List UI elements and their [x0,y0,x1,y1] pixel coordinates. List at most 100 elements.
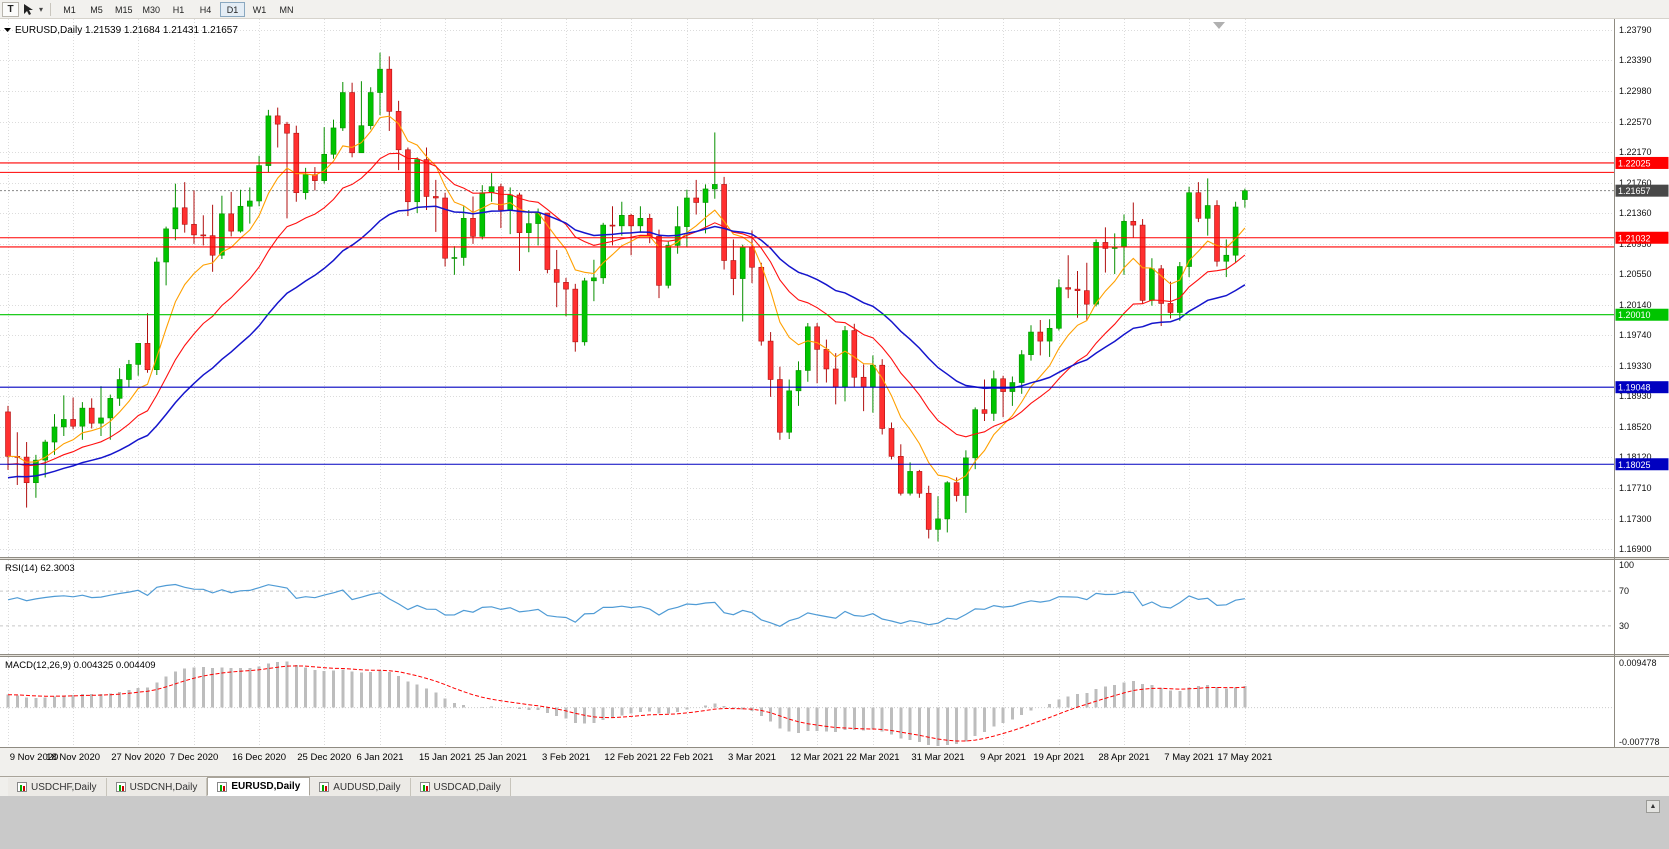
price-axis: 1.23790 1.23390 1.22980 1.22570 1.22170 1.217… [1619,25,1652,554]
x-axis-label: 7 May 2021 [1164,752,1214,763]
svg-text:1.20140: 1.20140 [1619,300,1652,310]
macd-label: MACD(12,26,9) 0.004325 0.004409 [5,660,156,671]
chart-icon [17,782,27,792]
svg-text:1.18120: 1.18120 [1619,452,1652,462]
tab-audusd[interactable]: AUDUSD,Daily [310,778,411,796]
tab-label: USDCAD,Daily [433,781,501,793]
price-label-1.20010[interactable]: 1.20010 [1615,308,1669,321]
chart-tab-bar: USDCHF,Daily USDCNH,Daily EURUSD,Daily AUDU… [0,776,1669,796]
bid-price-label[interactable]: 1.21657 [1615,184,1669,197]
x-axis-label: 3 Mar 2021 [728,752,776,763]
x-axis-label: 28 Apr 2021 [1098,752,1149,763]
svg-text:1.21657: 1.21657 [1618,186,1651,196]
chart-title: EURUSD,Daily 1.21539 1.21684 1.21431 1.2… [15,25,238,36]
ma-fast-line [7,115,1246,482]
x-axis-label: 18 Nov 2020 [46,752,100,763]
timeframe-button-h1[interactable]: H1 [172,4,185,15]
time-axis-strip [0,747,1669,776]
svg-text:1.20950: 1.20950 [1619,239,1652,249]
toolbar-t-label: T [7,3,14,15]
status-strip [0,796,1669,849]
timeframe-button-mn[interactable]: MN [279,4,294,15]
x-axis-label: 25 Jan 2021 [475,752,527,763]
timeframe-buttons: M1 M5 M15 M30 H1 H4 D1 W1 MN [56,1,300,17]
rsi-axis-70: 70 [1619,586,1629,596]
rsi-axis-100: 100 [1619,560,1634,570]
price-label-1.18025[interactable]: 1.18025 [1615,458,1669,471]
tab-usdcnh[interactable]: USDCNH,Daily [106,778,208,796]
svg-text:1.20550: 1.20550 [1619,269,1652,279]
tab-usdchf[interactable]: USDCHF,Daily [8,778,107,796]
x-axis-label: 19 Apr 2021 [1033,752,1084,763]
timeframe-button-m15[interactable]: M15 [115,4,133,15]
timeframe-button-d1[interactable]: D1 [220,1,246,17]
svg-text:1.22025: 1.22025 [1618,158,1651,168]
x-axis-label: 6 Jan 2021 [356,752,403,763]
timeframe-button-m1[interactable]: M1 [63,4,76,15]
chart-shift-marker[interactable] [1213,22,1225,29]
x-axis-label: 22 Feb 2021 [660,752,713,763]
rsi-label: RSI(14) 62.3003 [5,563,75,574]
panel-borders [0,19,1669,748]
x-axis-label: 7 Dec 2020 [170,752,219,763]
toolbar-t-button[interactable]: T [2,1,19,17]
price-label-1.22025[interactable]: 1.22025 [1615,156,1669,169]
chevron-down-icon[interactable]: ▾ [39,4,44,14]
svg-text:1.18520: 1.18520 [1619,422,1652,432]
x-axis-label: 15 Jan 2021 [419,752,471,763]
svg-text:1.22980: 1.22980 [1619,86,1652,96]
x-axis-label: 12 Mar 2021 [790,752,843,763]
timeframe-button-h4[interactable]: H4 [199,4,212,15]
svg-text:1.19330: 1.19330 [1619,361,1652,371]
svg-text:1.20010: 1.20010 [1618,310,1651,320]
tab-label: USDCNH,Daily [129,781,198,793]
x-axis-label: 16 Dec 2020 [232,752,286,763]
chart-icon [319,782,330,792]
tab-label: AUDUSD,Daily [333,781,401,793]
x-axis-label: 25 Dec 2020 [297,752,351,763]
x-axis-label: 3 Feb 2021 [542,752,590,763]
svg-text:1.19048: 1.19048 [1618,383,1651,393]
timeframe-button-w1[interactable]: W1 [252,4,267,15]
tab-usdcad[interactable]: USDCAD,Daily [410,778,511,796]
scrollbar-up-button[interactable]: ▲ [1646,800,1660,813]
price-chart[interactable]: 1.23790 1.23390 1.22980 1.22570 1.22170 1.217… [0,19,1669,776]
svg-text:1.21360: 1.21360 [1619,208,1652,218]
timeframe-button-m5[interactable]: M5 [90,4,103,15]
macd-signal-line [7,665,1245,742]
x-axis-label: 22 Mar 2021 [846,752,899,763]
chart-icon [217,781,228,792]
chart-icon [419,782,430,792]
macd-axis-min: -0.007778 [1619,737,1660,747]
chart-icon [115,782,126,792]
svg-text:1.18930: 1.18930 [1619,391,1652,401]
toolbar-separator [50,2,52,16]
symbol-dropdown-icon[interactable] [4,28,11,32]
pointer-icon [23,3,33,15]
chart-tabs: USDCHF,Daily USDCNH,Daily EURUSD,Daily AUDU… [8,777,511,796]
x-axis-label: 12 Feb 2021 [604,752,657,763]
ma-slow-line [7,205,1246,479]
rsi-axis-30: 30 [1619,621,1629,631]
svg-text:1.23790: 1.23790 [1619,25,1652,35]
x-axis-label: 17 May 2021 [1217,752,1272,763]
price-label-1.19048[interactable]: 1.19048 [1615,381,1669,394]
svg-text:1.22170: 1.22170 [1619,147,1652,157]
x-axis-label: 27 Nov 2020 [111,752,165,763]
price-label-1.21032[interactable]: 1.21032 [1615,231,1669,244]
svg-text:1.16900: 1.16900 [1619,544,1652,554]
macd-axis-max: 0.009478 [1619,658,1657,668]
macd-histogram [6,661,1247,747]
svg-text:1.17710: 1.17710 [1619,483,1652,493]
cursor-tool-icon[interactable] [19,2,37,17]
timeframe-button-m30[interactable]: M30 [142,4,161,15]
svg-text:1.22570: 1.22570 [1619,117,1652,127]
tab-eurusd[interactable]: EURUSD,Daily [207,777,311,796]
svg-text:1.21760: 1.21760 [1619,178,1652,188]
svg-text:1.17300: 1.17300 [1619,514,1652,524]
rsi-line [7,583,1245,627]
svg-text:1.18025: 1.18025 [1618,460,1651,470]
tab-label: USDCHF,Daily [31,781,97,793]
